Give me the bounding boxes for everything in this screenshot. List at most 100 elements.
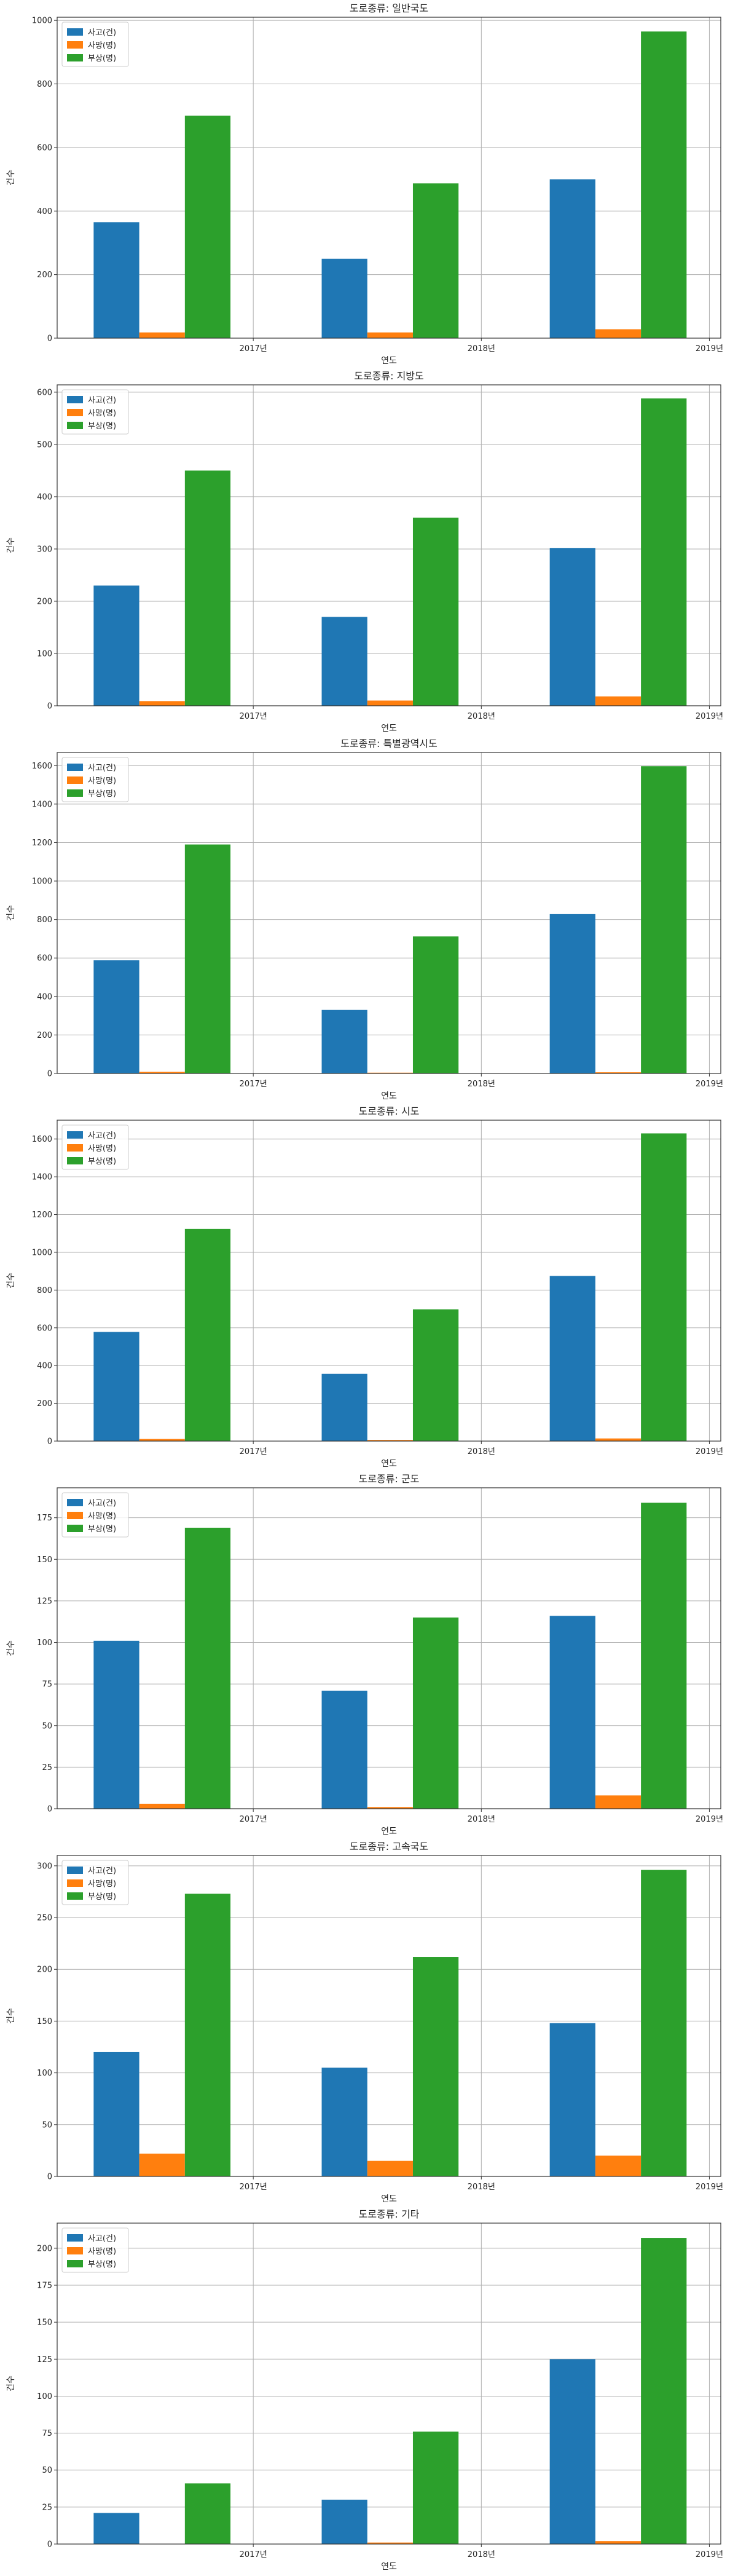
x-tick-label: 2019년: [696, 2183, 723, 2192]
legend-label: 부상(명): [88, 1525, 116, 1534]
y-tick-label: 100: [37, 649, 52, 658]
y-tick-label: 150: [37, 1555, 52, 1565]
x-axis-label: 연도: [381, 1459, 397, 1469]
bar-1-1: [93, 2513, 139, 2544]
x-tick-label: 2017년: [240, 1815, 267, 1824]
legend-swatch: [67, 1512, 83, 1519]
y-tick-label: 400: [37, 992, 52, 1002]
bar-2-1: [139, 2153, 185, 2176]
plot-frame: [57, 1120, 721, 1442]
y-tick-label: 300: [37, 545, 52, 554]
chart-panel: 0 200 400 600 800 1000 1200 1400 1600 2017년 2018년 2…: [6, 738, 723, 1101]
legend-swatch: [67, 2247, 83, 2254]
y-tick-label: 250: [37, 1914, 52, 1923]
x-tick-label: 2017년: [240, 2550, 267, 2559]
plot-background: [57, 385, 721, 706]
x-axis-label: 연도: [381, 724, 397, 733]
legend-label: 사고(건): [88, 1131, 116, 1140]
y-tick-label: 25: [42, 2503, 52, 2512]
bar-3-2: [412, 1309, 459, 1441]
y-axis-label: 건수: [6, 1640, 16, 1656]
legend-swatch: [67, 764, 83, 771]
y-tick-label: 1400: [32, 800, 52, 809]
legend-swatch: [67, 1157, 83, 1164]
y-tick-label: 75: [42, 2429, 52, 2438]
legend-swatch: [67, 1867, 83, 1874]
bar-1-3: [549, 1616, 595, 1809]
y-tick-label: 600: [37, 143, 52, 152]
y-tick-label: 800: [37, 915, 52, 925]
legend-label: 사고(건): [88, 28, 116, 38]
y-tick-label: 200: [37, 597, 52, 606]
x-tick-label: 2019년: [696, 712, 723, 721]
x-axis-label: 연도: [381, 356, 397, 366]
x-tick-label: 2017년: [240, 2183, 267, 2192]
y-axis-label: 건수: [6, 905, 16, 921]
bar-1-3: [549, 179, 595, 338]
bar-3-1: [184, 1894, 231, 2176]
y-axis-label: 건수: [6, 1273, 16, 1289]
legend-label: 부상(명): [88, 1892, 116, 1902]
plot-background: [57, 1855, 721, 2176]
legend: 사고(건) 사망(명) 부상(명): [61, 1124, 129, 1170]
y-tick-label: 1400: [32, 1173, 52, 1182]
bar-3-2: [412, 183, 459, 338]
x-tick-label: 2017년: [240, 344, 267, 354]
y-axis-label: 건수: [6, 170, 16, 186]
legend-label: 사망(명): [88, 776, 116, 786]
bar-3-2: [412, 1957, 459, 2176]
chart-title: 도로종류: 일반국도: [350, 2, 428, 14]
y-tick-label: 0: [47, 334, 52, 344]
y-tick-label: 50: [42, 2120, 52, 2130]
y-tick-label: 125: [37, 2355, 52, 2365]
y-tick-label: 400: [37, 492, 52, 502]
bar-2-1: [139, 1072, 185, 1073]
legend-swatch: [67, 789, 83, 797]
bar-3-2: [412, 1617, 459, 1809]
bar-3-3: [641, 2238, 687, 2544]
bar-3-3: [641, 1870, 687, 2176]
bar-3-1: [184, 116, 231, 338]
bar-1-2: [321, 1690, 367, 1809]
legend-swatch: [67, 1525, 83, 1532]
y-tick-label: 200: [37, 1399, 52, 1409]
legend-label: 사고(건): [88, 1867, 116, 1876]
legend-swatch: [67, 1131, 83, 1139]
y-tick-label: 150: [37, 2318, 52, 2328]
legend-label: 부상(명): [88, 422, 116, 431]
y-tick-label: 50: [42, 1721, 52, 1731]
legend-label: 사망(명): [88, 2247, 116, 2256]
legend-label: 부상(명): [88, 1157, 116, 1166]
bar-2-3: [595, 329, 642, 338]
chart-title: 도로종류: 고속국도: [350, 1841, 428, 1852]
bar-3-1: [184, 470, 231, 706]
chart-title: 도로종류: 기타: [359, 2208, 420, 2220]
x-axis-label: 연도: [381, 1827, 397, 1836]
legend: 사고(건) 사망(명) 부상(명): [61, 757, 129, 802]
bar-1-1: [93, 1640, 139, 1809]
bar-3-3: [641, 1133, 687, 1441]
bar-2-2: [367, 700, 413, 706]
y-tick-label: 25: [42, 1763, 52, 1772]
y-tick-label: 1600: [32, 762, 52, 771]
bar-2-1: [139, 1439, 185, 1441]
legend-label: 사고(건): [88, 396, 116, 405]
bar-3-2: [412, 2432, 459, 2544]
legend-swatch: [67, 422, 83, 429]
plot-frame: [57, 2222, 721, 2545]
bar-1-2: [321, 617, 367, 706]
legend-swatch: [67, 409, 83, 416]
y-axis-label: 건수: [6, 2376, 16, 2392]
bar-2-3: [595, 1795, 642, 1809]
plot-frame: [57, 1487, 721, 1809]
y-tick-label: 0: [47, 702, 52, 711]
bar-1-2: [321, 2499, 367, 2544]
bar-3-1: [184, 844, 231, 1073]
legend-swatch: [67, 1879, 83, 1887]
plot-background: [57, 1488, 721, 1809]
bar-1-3: [549, 2359, 595, 2544]
x-axis-label: 연도: [381, 1091, 397, 1101]
